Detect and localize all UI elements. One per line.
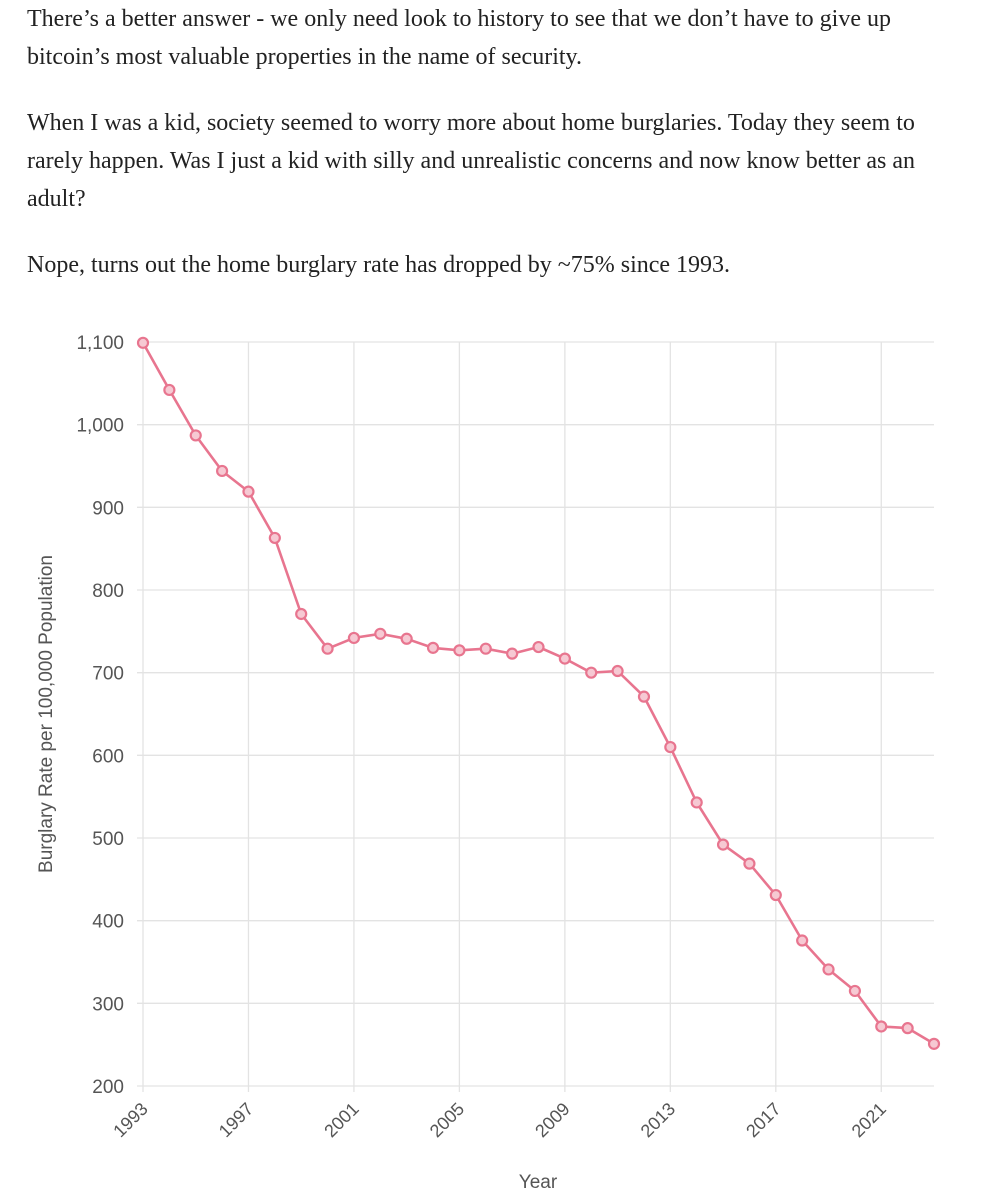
y-tick-label: 500 <box>92 829 124 850</box>
data-point <box>743 857 756 870</box>
article-paragraph-1: There’s a better answer - we only need l… <box>27 6 891 70</box>
data-point <box>901 1022 914 1035</box>
data-point <box>426 641 440 654</box>
y-tick-label: 600 <box>92 746 124 767</box>
data-point <box>690 796 703 809</box>
data-point <box>374 627 387 640</box>
data-point <box>506 647 519 660</box>
data-point <box>558 652 571 665</box>
article-paragraph-3: Nope, turns out the home burglary rate h… <box>27 252 731 278</box>
data-point <box>716 838 730 851</box>
data-point <box>453 644 466 657</box>
chart-axes: 200 300 400 500 600 700 800 900 1,000 1,100 1993 19… <box>76 333 890 1141</box>
x-tick-label: 1993 <box>109 1099 151 1141</box>
data-point <box>216 464 229 478</box>
data-point <box>268 531 281 545</box>
data-point <box>822 963 835 976</box>
x-tick-label: 2021 <box>848 1099 890 1141</box>
x-tick-label: 2017 <box>742 1099 784 1141</box>
data-point <box>189 429 202 442</box>
data-point <box>611 664 624 678</box>
y-tick-label: 900 <box>92 498 124 519</box>
y-tick-label: 800 <box>92 581 124 602</box>
data-point <box>242 485 255 498</box>
y-tick-label: 300 <box>92 994 124 1015</box>
x-tick-label: 2005 <box>426 1099 468 1141</box>
data-point <box>321 642 334 655</box>
chart-grid <box>137 341 934 1092</box>
x-axis-title: Year <box>519 1172 558 1193</box>
data-point <box>637 690 651 703</box>
y-tick-label: 400 <box>92 912 124 933</box>
data-point <box>848 984 862 998</box>
data-point <box>585 666 598 679</box>
article-paragraph-2: When I was a kid, society seemed to worr… <box>27 110 916 212</box>
data-point <box>769 888 782 902</box>
data-point <box>136 336 150 349</box>
chart-series <box>136 336 941 1050</box>
data-point <box>875 1020 888 1033</box>
article-body: There’s a better answer - we only need l… <box>27 0 957 312</box>
data-point <box>479 642 492 655</box>
burglary-rate-line-chart: 200 300 400 500 600 700 800 900 1,000 1,100 1993 19… <box>36 333 941 1193</box>
data-point <box>347 631 361 645</box>
data-point <box>532 640 545 654</box>
data-point <box>163 383 176 397</box>
y-axis-title: Burglary Rate per 100,000 Population <box>36 555 57 873</box>
x-tick-label: 2009 <box>531 1099 573 1141</box>
y-tick-label: 1,000 <box>76 416 124 437</box>
x-tick-label: 2001 <box>320 1099 362 1141</box>
y-tick-label: 700 <box>92 664 124 685</box>
y-tick-label: 200 <box>92 1077 124 1098</box>
data-point <box>400 632 413 645</box>
data-point <box>295 607 308 621</box>
data-point <box>927 1037 941 1050</box>
data-point <box>796 934 809 947</box>
series-line <box>141 342 935 1045</box>
data-point <box>664 740 677 754</box>
x-tick-label: 2013 <box>637 1099 679 1141</box>
y-tick-label: 1,100 <box>76 333 124 354</box>
x-tick-label: 1997 <box>215 1099 257 1141</box>
